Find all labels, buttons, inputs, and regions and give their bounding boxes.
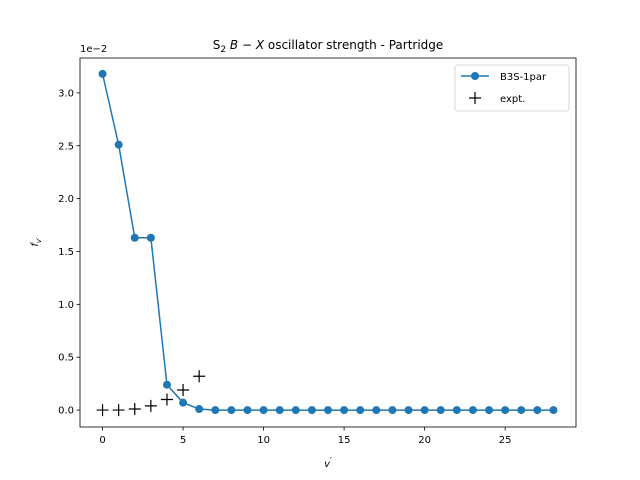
data-point-expt xyxy=(128,403,141,416)
chart-title: S2 B − X oscillator strength - Partridge xyxy=(213,38,444,55)
data-point-expt xyxy=(160,393,173,406)
y-axis-label: fv′ xyxy=(30,237,43,247)
data-point-b3s-1par xyxy=(114,140,123,149)
data-point-b3s-1par xyxy=(485,406,494,415)
legend-label-b3s-1par: B3S-1par xyxy=(500,72,547,83)
data-point-b3s-1par xyxy=(452,406,461,415)
data-point-b3s-1par xyxy=(420,406,429,415)
data-point-b3s-1par xyxy=(211,406,220,415)
legend-marker-b3s-1par xyxy=(471,72,479,80)
data-point-b3s-1par xyxy=(372,406,381,415)
data-point-expt xyxy=(193,370,206,383)
data-point-b3s-1par xyxy=(533,406,542,415)
data-point-b3s-1par xyxy=(356,406,365,415)
y-offset-text: 1e−2 xyxy=(80,44,107,55)
plot-area xyxy=(96,69,558,417)
data-point-b3s-1par xyxy=(130,233,139,242)
data-point-b3s-1par xyxy=(195,405,204,414)
data-point-expt xyxy=(144,399,157,412)
data-point-b3s-1par xyxy=(162,380,171,389)
y-tick-label: 1.5 xyxy=(58,247,74,258)
data-point-b3s-1par xyxy=(259,406,268,415)
data-point-b3s-1par xyxy=(388,406,397,415)
x-axis-label: v′ xyxy=(324,456,332,470)
x-axis: 0 5 10 15 20 25 xyxy=(99,427,512,446)
data-point-b3s-1par xyxy=(517,406,526,415)
data-point-b3s-1par xyxy=(324,406,332,415)
data-point-b3s-1par xyxy=(227,406,236,415)
x-tick-label: 5 xyxy=(180,435,186,446)
legend: B3S-1par expt. xyxy=(454,64,570,112)
x-tick-label: 20 xyxy=(418,435,431,446)
legend-label-expt: expt. xyxy=(500,94,525,105)
data-point-b3s-1par xyxy=(146,233,155,242)
y-tick-label: 2.0 xyxy=(58,194,74,205)
data-point-b3s-1par xyxy=(340,406,349,415)
x-tick-label: 0 xyxy=(99,435,105,446)
y-tick-label: 2.5 xyxy=(58,141,74,152)
axes-frame xyxy=(79,57,577,428)
x-tick-label: 25 xyxy=(499,435,512,446)
x-tick-label: 10 xyxy=(257,435,270,446)
data-point-b3s-1par xyxy=(179,398,188,407)
y-tick-label: 0.0 xyxy=(58,406,74,417)
legend-marker-expt xyxy=(469,92,481,104)
data-point-b3s-1par xyxy=(468,406,477,415)
data-point-b3s-1par xyxy=(98,69,107,78)
data-point-expt xyxy=(96,404,109,417)
data-point-b3s-1par xyxy=(549,406,558,415)
data-point-b3s-1par xyxy=(275,406,284,415)
data-point-b3s-1par xyxy=(404,406,413,415)
data-point-b3s-1par xyxy=(436,406,445,415)
data-point-b3s-1par xyxy=(243,406,252,415)
data-point-expt xyxy=(112,404,125,417)
data-point-b3s-1par xyxy=(501,406,510,415)
data-point-b3s-1par xyxy=(307,406,316,415)
y-tick-label: 3.0 xyxy=(58,88,74,99)
x-tick-label: 15 xyxy=(338,435,351,446)
y-tick-label: 1.0 xyxy=(58,300,74,311)
y-tick-label: 0.5 xyxy=(58,353,74,364)
data-point-b3s-1par xyxy=(291,406,300,415)
y-axis: 0.0 0.5 1.0 1.5 2.0 2.5 3.0 xyxy=(58,88,80,417)
data-point-expt xyxy=(177,383,190,396)
